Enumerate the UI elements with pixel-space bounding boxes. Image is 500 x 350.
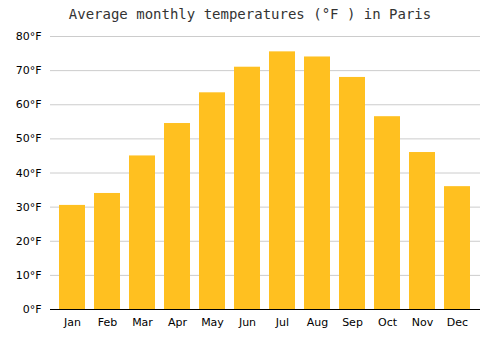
svg-text:Apr: Apr: [168, 316, 188, 329]
svg-text:Jan: Jan: [63, 316, 81, 329]
svg-text:Feb: Feb: [98, 316, 117, 329]
svg-text:Mar: Mar: [132, 316, 153, 329]
svg-text:Jun: Jun: [238, 316, 256, 329]
svg-text:20°F: 20°F: [16, 235, 42, 248]
svg-text:40°F: 40°F: [16, 167, 42, 180]
svg-text:May: May: [201, 316, 224, 329]
svg-text:Oct: Oct: [378, 316, 398, 329]
svg-text:Sep: Sep: [342, 316, 363, 329]
svg-text:10°F: 10°F: [16, 269, 42, 282]
html-text:Average monthly temperatures (: Average monthly temperatures (°F ) in Pa…: [68, 6, 432, 22]
svg-text:0°F: 0°F: [23, 303, 42, 316]
svg-text:Aug: Aug: [307, 316, 328, 329]
svg-text:60°F: 60°F: [16, 98, 42, 111]
svg-text:Dec: Dec: [447, 316, 468, 329]
svg-text:70°F: 70°F: [16, 64, 42, 77]
svg-text:Nov: Nov: [412, 316, 434, 329]
svg-text:30°F: 30°F: [16, 201, 42, 214]
svg-text:50°F: 50°F: [16, 132, 42, 145]
svg-text:Jul: Jul: [275, 316, 289, 329]
svg-text:80°F: 80°F: [16, 30, 42, 43]
